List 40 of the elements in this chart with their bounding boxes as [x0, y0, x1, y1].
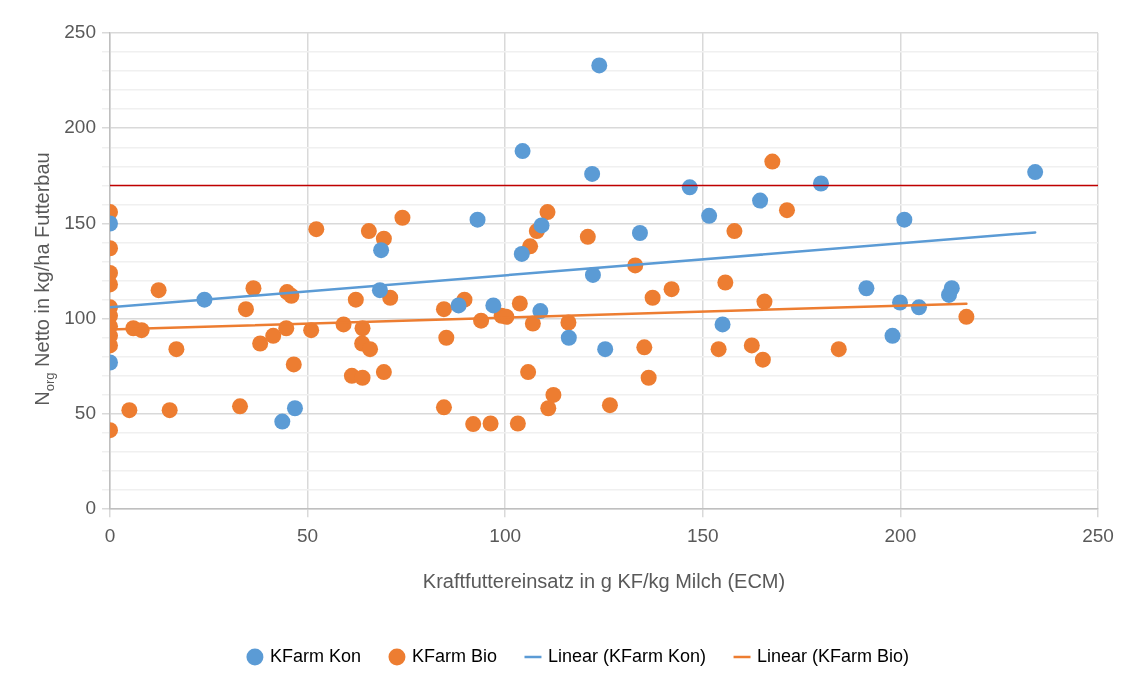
point [514, 143, 531, 160]
point [681, 179, 698, 196]
legend-label: KFarm Kon [269, 645, 361, 666]
x-axis-title: Kraftfuttereinsatz in g KF/kg Milch (ECM) [422, 569, 786, 592]
point [631, 225, 648, 241]
point [896, 211, 913, 228]
y-tick-label: 100 [64, 306, 96, 328]
point [450, 297, 467, 314]
y-tick-label: 200 [64, 116, 96, 138]
y-tick-label: 250 [64, 21, 96, 43]
x-tick-label: 100 [489, 524, 522, 546]
point [812, 175, 829, 192]
point [597, 341, 614, 358]
point [485, 297, 502, 314]
point [701, 207, 718, 224]
x-tick-label: 0 [104, 524, 116, 546]
x-tick-label: 200 [884, 524, 917, 546]
point [884, 327, 901, 344]
point [533, 217, 550, 234]
legend-label: Linear (KFarm Kon) [547, 645, 707, 666]
y-tick-label: 50 [74, 402, 96, 424]
point [513, 245, 530, 262]
point [373, 242, 390, 259]
y-tick-label: 0 [85, 497, 96, 519]
x-tick-label: 150 [686, 524, 719, 546]
x-tick-label: 50 [297, 524, 319, 546]
point [469, 211, 486, 228]
point [591, 57, 608, 74]
point [1027, 164, 1044, 181]
point [286, 400, 303, 417]
legend-label: KFarm Bio [411, 645, 497, 666]
point [560, 329, 577, 346]
point [858, 280, 875, 297]
point [714, 316, 731, 333]
legend-label: Linear (KFarm Bio) [757, 645, 910, 666]
point [274, 413, 291, 430]
point [584, 165, 601, 182]
x-tick-label: 250 [1082, 524, 1114, 546]
point [752, 192, 769, 209]
y-tick-label: 150 [64, 211, 96, 233]
